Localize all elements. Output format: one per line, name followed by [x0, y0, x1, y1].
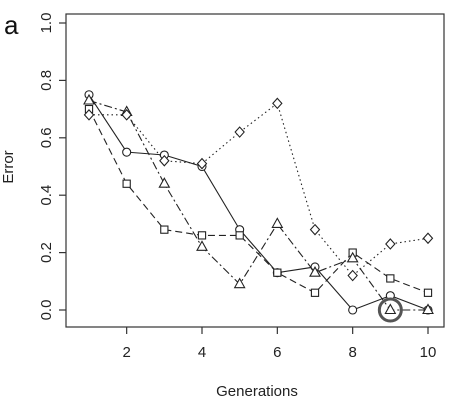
- y-tick-label: 0.6: [38, 127, 55, 148]
- panel-label: a: [4, 10, 19, 40]
- x-tick-label: 10: [420, 344, 437, 361]
- data-point-square: [310, 288, 320, 297]
- y-tick-label: 0.2: [38, 242, 55, 263]
- y-axis: 0.0 0.2 0.4 0.6 0.8 1.0: [38, 13, 66, 321]
- data-point-triangle: [422, 303, 434, 315]
- x-axis-title: Generations: [216, 383, 298, 400]
- data-point-diamond: [347, 269, 358, 282]
- data-point-circle: [122, 147, 132, 157]
- y-tick-label: 1.0: [38, 13, 55, 34]
- series-line: [88, 108, 429, 294]
- data-point-diamond: [422, 232, 434, 245]
- data-point-square: [160, 225, 169, 234]
- series-line: [88, 94, 429, 311]
- data-point-diamond: [196, 157, 208, 170]
- data-point-triangle: [384, 303, 397, 315]
- data-point-diamond: [234, 126, 245, 138]
- y-tick-label: 0.0: [38, 300, 55, 321]
- x-tick-label: 4: [198, 344, 206, 361]
- x-tick-label: 2: [122, 344, 130, 361]
- highlight-layer: [377, 297, 403, 323]
- data-point-diamond: [385, 238, 396, 250]
- x-axis: 2 4 6 8 10: [122, 327, 436, 361]
- series-square: [84, 104, 433, 297]
- data-point-square: [423, 288, 433, 297]
- series-diamond: [83, 97, 434, 282]
- data-point-triangle: [346, 251, 359, 263]
- data-point-triangle: [233, 277, 246, 289]
- plot-frame: [65, 13, 445, 328]
- x-tick-label: 6: [273, 344, 281, 361]
- data-point-triangle: [158, 177, 171, 188]
- x-tick-label: 8: [348, 344, 356, 361]
- series-line: [88, 99, 428, 311]
- series-line: [89, 102, 429, 277]
- y-axis-title: Error: [0, 150, 17, 183]
- y-tick-label: 0.4: [38, 185, 55, 206]
- data-point-square: [122, 179, 131, 188]
- highlight-ring: [377, 297, 403, 323]
- data-point-square: [386, 274, 395, 283]
- data-point-triangle: [271, 217, 284, 228]
- data-point-diamond: [309, 223, 321, 236]
- data-point-diamond: [159, 154, 170, 167]
- data-point-circle: [348, 305, 358, 315]
- data-point-diamond: [272, 97, 283, 110]
- data-point-square: [273, 268, 282, 277]
- data-point-triangle: [83, 93, 95, 105]
- data-point-square: [197, 231, 207, 240]
- data-point-diamond: [121, 109, 132, 121]
- data-point-diamond: [83, 109, 95, 121]
- data-point-triangle: [309, 266, 321, 277]
- data-point-square: [235, 231, 244, 240]
- series-circle: [84, 90, 433, 315]
- data-point-triangle: [196, 240, 208, 251]
- series-triangle: [83, 93, 434, 315]
- y-tick-label: 0.8: [38, 70, 55, 91]
- series-layer: [83, 90, 434, 315]
